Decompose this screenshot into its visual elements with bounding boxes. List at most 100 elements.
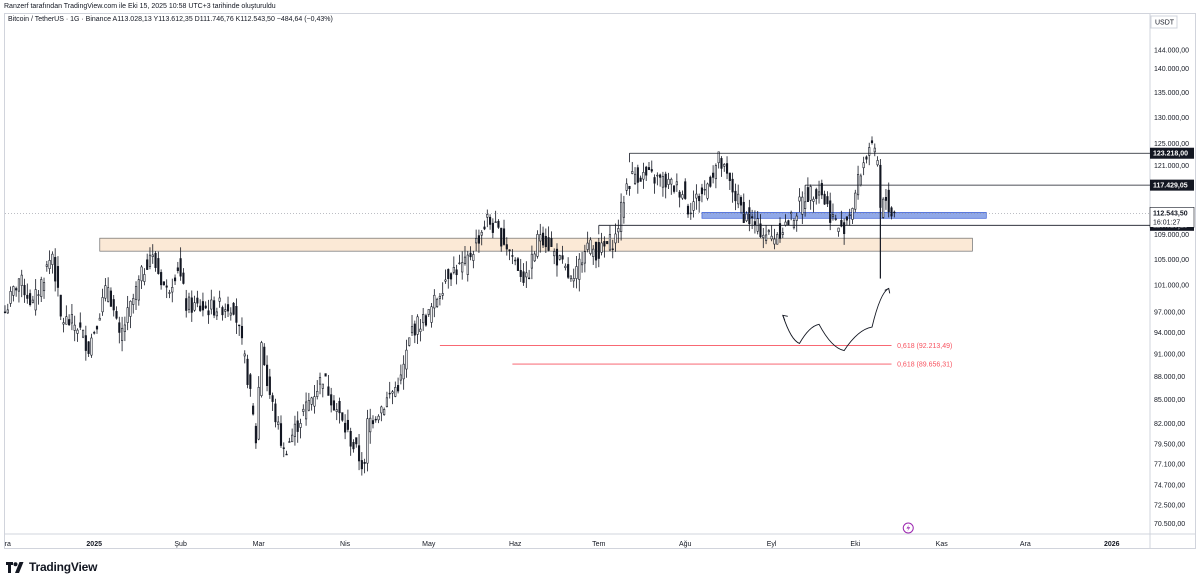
candle-body bbox=[686, 205, 690, 215]
candle-body bbox=[854, 192, 857, 210]
candle-body bbox=[480, 231, 483, 236]
chart-frame bbox=[4, 13, 1196, 549]
currency-box[interactable] bbox=[1150, 15, 1178, 29]
candle-body bbox=[397, 385, 400, 392]
candle-body bbox=[59, 294, 62, 317]
candle-body bbox=[51, 253, 54, 265]
candle-body bbox=[366, 418, 369, 464]
tradingview-brand[interactable]: TradingView bbox=[6, 557, 97, 577]
candle-body bbox=[455, 269, 458, 276]
x-tick-label: May bbox=[422, 541, 436, 548]
price-line-tag bbox=[1150, 179, 1194, 191]
candle-body bbox=[776, 234, 779, 245]
candle-body bbox=[285, 453, 288, 456]
candle-body bbox=[851, 208, 854, 220]
price-line-label: 123.218,00 bbox=[1153, 151, 1188, 158]
candle-body bbox=[243, 353, 246, 357]
candle-body bbox=[642, 172, 645, 180]
candle-body bbox=[76, 329, 79, 334]
candle-body bbox=[238, 324, 241, 327]
price-line-label: 117.429,05 bbox=[1153, 183, 1188, 190]
y-tick-label: 135.000,00 bbox=[1154, 90, 1189, 97]
candle-body bbox=[589, 239, 592, 254]
y-tick-label: 130.000,00 bbox=[1154, 115, 1189, 122]
candle-body bbox=[614, 233, 617, 244]
candle-body bbox=[62, 322, 65, 325]
x-tick-label: Tem bbox=[592, 541, 605, 548]
candle-body bbox=[695, 193, 698, 199]
x-tick-label: Nis bbox=[340, 541, 351, 548]
candle-body bbox=[252, 405, 255, 415]
candle-body bbox=[792, 220, 796, 229]
candle-body bbox=[449, 273, 453, 280]
candle-body bbox=[516, 258, 520, 271]
support-band[interactable] bbox=[701, 212, 987, 219]
candle-body bbox=[639, 177, 642, 182]
candle-body bbox=[617, 228, 620, 233]
candle-body bbox=[815, 189, 818, 199]
candle-body bbox=[533, 253, 536, 262]
brand-wordmark: TradingView bbox=[29, 560, 98, 574]
candle-body bbox=[263, 346, 266, 366]
candle-body bbox=[23, 284, 26, 296]
candle-body bbox=[628, 185, 631, 190]
candle-body bbox=[611, 248, 614, 250]
candle-body bbox=[873, 147, 876, 153]
candle-body bbox=[352, 441, 355, 450]
y-tick-label: 121.000,00 bbox=[1154, 163, 1189, 170]
candle-body bbox=[95, 326, 99, 330]
candle-body bbox=[848, 214, 851, 216]
candle-body bbox=[522, 271, 525, 283]
candle-body bbox=[369, 417, 372, 433]
candle-body bbox=[399, 374, 402, 381]
candle-body bbox=[731, 178, 734, 193]
candle-body bbox=[224, 309, 227, 312]
candle-body bbox=[104, 285, 107, 299]
candle-body bbox=[717, 151, 720, 164]
candle-body bbox=[675, 181, 678, 186]
candle-body bbox=[165, 285, 168, 288]
candle-body bbox=[15, 288, 18, 291]
candle-body bbox=[475, 238, 478, 244]
demand-zone[interactable] bbox=[99, 237, 973, 252]
candle-body bbox=[608, 234, 612, 251]
candle-body bbox=[622, 202, 625, 218]
candle-body bbox=[868, 147, 871, 156]
candle-body bbox=[575, 266, 578, 279]
candle-body bbox=[887, 189, 890, 213]
candle-body bbox=[698, 195, 701, 202]
candle-body bbox=[597, 242, 600, 259]
candle-body bbox=[318, 377, 322, 385]
candle-body bbox=[564, 265, 567, 269]
candle-body bbox=[767, 230, 770, 233]
candle-body bbox=[728, 172, 731, 181]
candle-body bbox=[600, 242, 603, 253]
candle-body bbox=[338, 400, 341, 414]
candle-body bbox=[321, 383, 324, 389]
y-tick-label: 125.000,00 bbox=[1154, 141, 1189, 148]
candle-body bbox=[742, 201, 745, 223]
candle-body bbox=[500, 227, 503, 247]
candle-body bbox=[182, 272, 185, 284]
candle-body bbox=[45, 264, 48, 267]
candle-body bbox=[809, 186, 812, 201]
candle-body bbox=[257, 386, 260, 440]
candle-body bbox=[341, 412, 344, 421]
candle-body bbox=[834, 218, 837, 220]
candle-body bbox=[335, 409, 338, 412]
chart-caption: Ranzerf tarafından TradingView.com ile E… bbox=[0, 0, 1200, 14]
candle-body bbox=[215, 311, 218, 317]
candle-body bbox=[363, 461, 366, 464]
candle-body bbox=[561, 255, 564, 260]
candle-body bbox=[578, 258, 581, 280]
candle-body bbox=[168, 292, 171, 294]
candle-body bbox=[81, 329, 85, 338]
candle-body bbox=[528, 277, 531, 280]
candle-body bbox=[447, 269, 450, 280]
candle-body bbox=[859, 175, 862, 186]
projection-path[interactable] bbox=[782, 287, 889, 352]
x-tick-label: Haz bbox=[509, 541, 522, 548]
candle-body bbox=[98, 317, 101, 321]
candle-body bbox=[93, 332, 96, 334]
